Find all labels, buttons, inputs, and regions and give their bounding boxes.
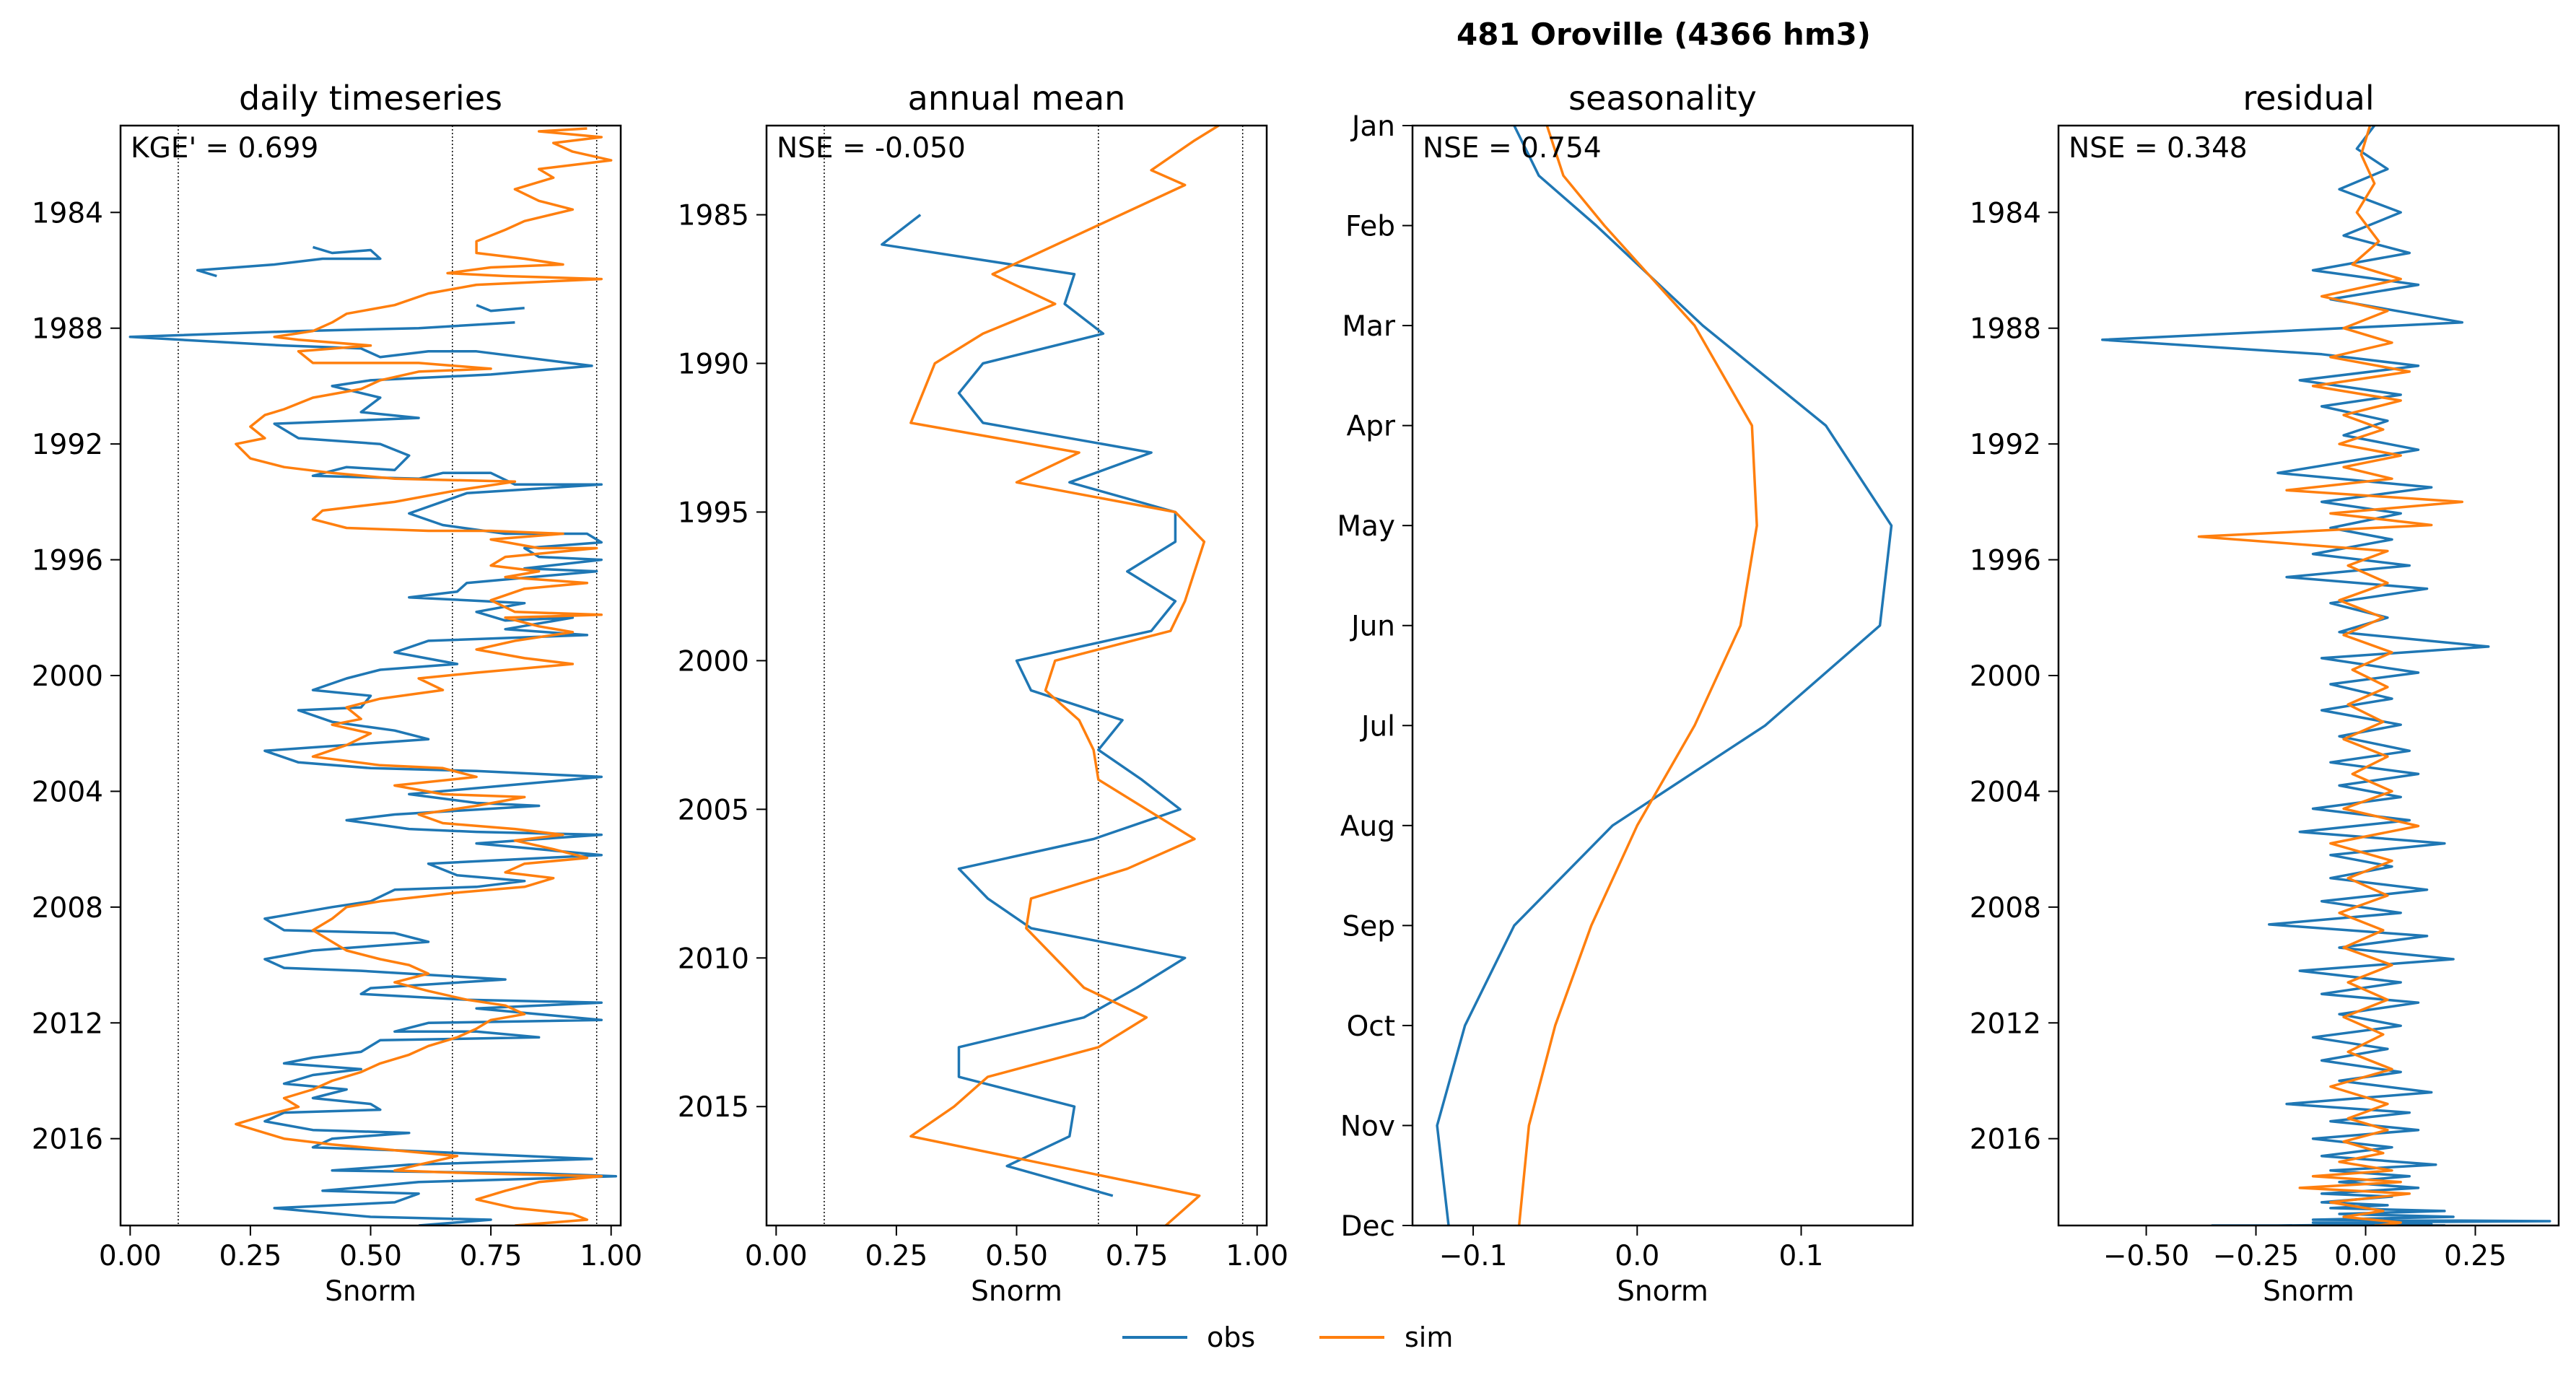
series-sim-line-1 [2197, 126, 2464, 1225]
panel-title: seasonality [1568, 79, 1757, 118]
x-tick-label-1: −0.50 [2103, 1240, 2190, 1272]
y-tick-label-5: 2000 [32, 660, 103, 693]
y-tick-label-8: 2012 [1970, 1008, 2041, 1040]
series-obs-line-1 [881, 214, 1187, 1197]
y-tick-label-3: 1992 [32, 429, 103, 461]
panel-3: seasonality NSE = 0.754 −0.1 0.0 0.1 Jan Feb Ma… [1337, 79, 1914, 1308]
y-tick-label-9: 2016 [1970, 1124, 2041, 1156]
series-obs-line-1 [196, 245, 382, 278]
series-obs-line-1 [2101, 126, 2551, 1225]
panel-frame [2057, 124, 2560, 1227]
panels: daily timeseries KGE' = 0.699 0.00 0.25 0.50… [32, 79, 2560, 1308]
y-tick-label-1: 1984 [32, 197, 103, 230]
y-tick-label-6: 2004 [32, 776, 103, 808]
y-tick-label-4: 1996 [32, 545, 103, 577]
y-tick-label-7: 2008 [32, 892, 103, 925]
y-tick-label-2: 1988 [1970, 313, 2041, 346]
figure-suptitle: 481 Oroville (4366 hm3) [1457, 17, 1871, 52]
panel-frame [1411, 124, 1914, 1227]
legend-sim-label: sim [1405, 1321, 1453, 1353]
panel-frame [765, 124, 1268, 1227]
x-tick-label-2: 0.25 [219, 1240, 281, 1272]
y-tick-label-6: Jun [1349, 611, 1395, 643]
x-tick-label-1: 0.00 [745, 1240, 808, 1272]
panel-data [1436, 126, 1893, 1225]
panel-title: annual mean [908, 79, 1126, 118]
x-tick-label-3: 0.1 [1778, 1240, 1823, 1272]
y-tick-label-2: 1990 [678, 349, 749, 381]
x-tick-label-5: 1.00 [1226, 1240, 1288, 1272]
series-sim-line-1 [235, 127, 613, 1225]
series-sim-line-1 [1517, 126, 1758, 1225]
x-tick-label-2: −0.25 [2213, 1240, 2300, 1272]
y-tick-label-7: 2008 [1970, 892, 2041, 925]
y-tick-label-1: 1985 [678, 200, 749, 232]
series-obs-line-3 [128, 320, 618, 1225]
metric-annotation: NSE = 0.754 [1423, 132, 1602, 165]
metric-annotation: NSE = 0.348 [2069, 132, 2248, 165]
metric-annotation: KGE' = 0.699 [131, 132, 318, 165]
x-tick-label-1: −0.1 [1439, 1240, 1508, 1272]
panel-title: residual [2243, 79, 2374, 118]
metric-annotation: NSE = -0.050 [777, 132, 966, 165]
x-tick-label-3: 0.00 [2334, 1240, 2397, 1272]
y-tick-label-4: Apr [1347, 411, 1396, 443]
y-tick-label-10: Oct [1347, 1010, 1395, 1043]
y-tick-label-3: 1992 [1970, 429, 2041, 461]
y-tick-label-6: 2010 [678, 943, 749, 975]
y-tick-label-12: Dec [1341, 1210, 1395, 1243]
panel-frame [119, 124, 622, 1227]
y-tick-label-3: 1995 [678, 497, 749, 529]
y-tick-label-8: Aug [1340, 811, 1395, 843]
y-tick-label-6: 2004 [1970, 776, 2041, 808]
panel-4: residual NSE = 0.348 −0.50 −0.25 0.00 0.25 198… [1970, 79, 2560, 1308]
y-tick-label-2: 1988 [32, 313, 103, 346]
y-tick-label-5: 2005 [678, 794, 749, 826]
x-axis-label: Snorm [1617, 1275, 1708, 1308]
y-tick-label-7: Jul [1359, 710, 1395, 743]
legend: obs sim [1122, 1321, 1453, 1353]
series-sim-line-1 [909, 126, 1220, 1225]
x-axis-label: Snorm [971, 1275, 1062, 1308]
y-tick-label-9: Sep [1342, 910, 1395, 943]
y-tick-label-1: 1984 [1970, 197, 2041, 230]
y-tick-label-11: Nov [1340, 1110, 1395, 1142]
y-tick-label-4: 1996 [1970, 545, 2041, 577]
y-tick-label-5: May [1337, 510, 1395, 543]
x-axis-label: Snorm [2263, 1275, 2354, 1308]
x-tick-label-2: 0.0 [1615, 1240, 1659, 1272]
series-obs-line-1 [1436, 126, 1893, 1225]
panel-title: daily timeseries [239, 79, 502, 118]
y-tick-label-9: 2016 [32, 1124, 103, 1156]
series-obs-line-2 [476, 304, 525, 313]
x-tick-label-4: 0.75 [460, 1240, 523, 1272]
panel-data [128, 127, 618, 1225]
y-tick-label-4: 2000 [678, 645, 749, 678]
y-tick-label-5: 2000 [1970, 660, 2041, 693]
panel-1: daily timeseries KGE' = 0.699 0.00 0.25 0.50… [32, 79, 642, 1308]
x-tick-label-4: 0.25 [2444, 1240, 2507, 1272]
y-tick-label-3: Mar [1342, 310, 1396, 343]
y-tick-label-1: Jan [1350, 110, 1395, 143]
x-tick-label-2: 0.25 [865, 1240, 927, 1272]
x-tick-label-3: 0.50 [339, 1240, 402, 1272]
panel-data [2101, 126, 2551, 1225]
panel-2: annual mean NSE = -0.050 0.00 0.25 0.50 0.75 1… [678, 79, 1288, 1308]
legend-obs-label: obs [1207, 1321, 1255, 1353]
y-tick-label-2: Feb [1345, 211, 1395, 243]
x-tick-label-5: 1.00 [580, 1240, 642, 1272]
panel-data [881, 126, 1220, 1225]
x-tick-label-4: 0.75 [1106, 1240, 1169, 1272]
x-axis-label: Snorm [325, 1275, 416, 1308]
x-tick-label-3: 0.50 [985, 1240, 1048, 1272]
y-tick-label-7: 2015 [678, 1091, 749, 1124]
x-tick-label-1: 0.00 [99, 1240, 162, 1272]
y-tick-label-8: 2012 [32, 1008, 103, 1040]
